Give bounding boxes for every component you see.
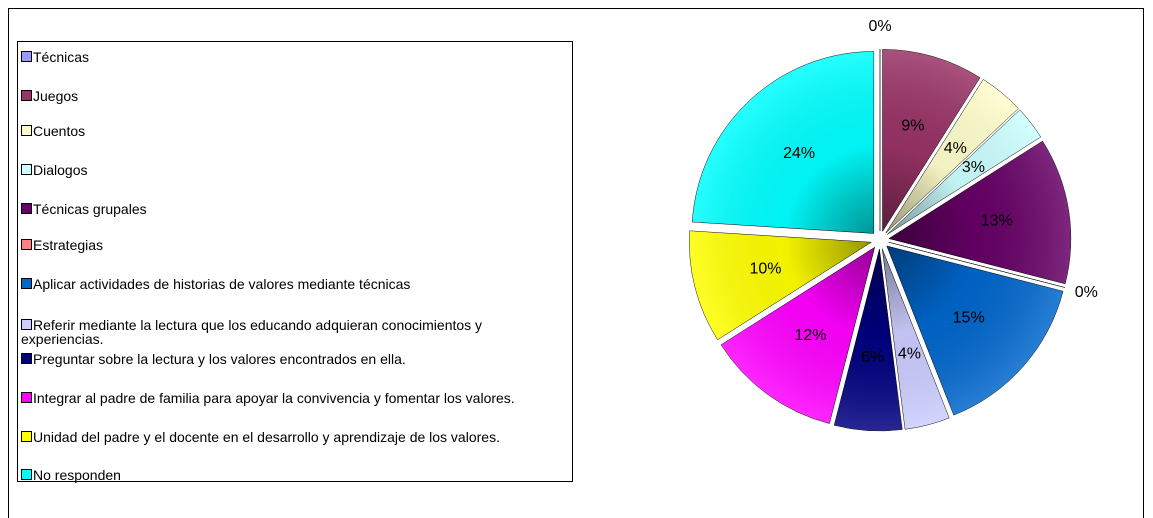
legend-entry: Estrategias bbox=[21, 238, 566, 252]
legend-label: Preguntar sobre la lectura y los valores… bbox=[33, 351, 406, 367]
legend-label: Juegos bbox=[33, 88, 79, 104]
data-label: 0% bbox=[1075, 284, 1098, 301]
slice-shade bbox=[692, 51, 874, 234]
legend-label: Integrar al padre de familia para apoyar… bbox=[33, 390, 515, 406]
slice-shade bbox=[834, 248, 903, 431]
legend-label: Referir mediante la lectura que los educ… bbox=[21, 317, 483, 347]
data-label: 3% bbox=[962, 159, 985, 176]
legend-entry: Técnicas grupales bbox=[21, 202, 566, 216]
data-label: 12% bbox=[795, 327, 827, 344]
slice-shade bbox=[887, 109, 1041, 235]
legend-label: Unidad del padre y el docente en el desa… bbox=[33, 429, 500, 445]
legend-swatch bbox=[21, 469, 32, 480]
data-label: 6% bbox=[861, 349, 884, 366]
legend-label: Estrategias bbox=[33, 237, 104, 253]
legend-entry: Preguntar sobre la lectura y los valores… bbox=[21, 352, 566, 366]
legend-entry: Juegos bbox=[21, 89, 566, 103]
legend-entry: Unidad del padre y el docente en el desa… bbox=[21, 430, 566, 444]
slice-shade bbox=[885, 79, 1019, 234]
slice-shade bbox=[886, 245, 1064, 416]
slice-shade bbox=[689, 230, 872, 340]
data-label: 9% bbox=[901, 118, 924, 135]
data-label: 4% bbox=[944, 140, 967, 157]
legend-label: Aplicar actividades de historias de valo… bbox=[33, 276, 411, 292]
legend-swatch bbox=[21, 203, 32, 214]
slice-shade bbox=[888, 141, 1071, 284]
data-label: 13% bbox=[981, 213, 1013, 230]
legend-swatch bbox=[21, 431, 32, 442]
legend-entry: Cuentos bbox=[21, 124, 566, 138]
slice-shade bbox=[882, 49, 981, 232]
data-label: 24% bbox=[783, 145, 815, 162]
legend-entry: Aplicar actividades de historias de valo… bbox=[21, 277, 566, 291]
legend-label: Técnicas bbox=[33, 49, 90, 65]
legend-swatch bbox=[21, 278, 32, 289]
legend-label: Técnicas grupales bbox=[33, 201, 147, 217]
legend-entry: Dialogos bbox=[21, 163, 566, 177]
legend-entry: No responden bbox=[21, 468, 566, 482]
legend-swatch bbox=[21, 319, 32, 330]
chart-frame bbox=[8, 8, 1144, 518]
legend-label: Cuentos bbox=[33, 123, 86, 139]
data-label: 15% bbox=[953, 309, 985, 326]
legend-swatch bbox=[21, 239, 32, 250]
slice-shade bbox=[882, 248, 950, 430]
legend-entry: Técnicas bbox=[21, 50, 566, 64]
legend-entry: Referir mediante la lectura que los educ… bbox=[21, 318, 566, 346]
data-label: 0% bbox=[868, 18, 891, 35]
legend-label: Dialogos bbox=[33, 162, 88, 178]
data-label: 4% bbox=[898, 346, 921, 363]
legend-swatch bbox=[21, 164, 32, 175]
legend-swatch bbox=[21, 90, 32, 101]
legend-swatch bbox=[21, 392, 32, 403]
legend-swatch bbox=[21, 51, 32, 62]
data-label: 10% bbox=[749, 261, 781, 278]
legend-label: No responden bbox=[33, 467, 121, 483]
legend-swatch bbox=[21, 125, 32, 136]
legend-swatch bbox=[21, 353, 32, 364]
legend: Técnicas Juegos Cuentos Dialogos Técnicas gr… bbox=[17, 41, 573, 482]
slice-shade bbox=[721, 247, 875, 424]
legend-entry: Integrar al padre de familia para apoyar… bbox=[21, 391, 566, 405]
